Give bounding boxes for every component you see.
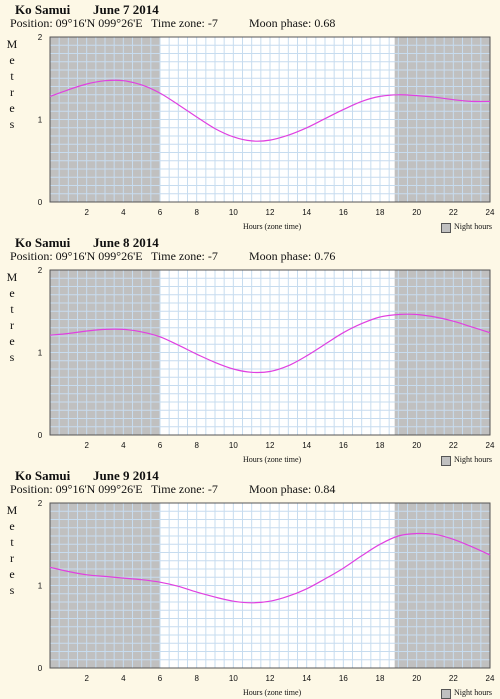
- x-tick-label: 24: [486, 441, 495, 450]
- moon-phase-label: Moon phase: 0.84: [249, 482, 336, 496]
- chart-subheading: Position: 09°16'N 099°26'E Time zone: -7…: [10, 249, 500, 265]
- place-name: Ko Samui: [15, 235, 71, 250]
- x-axis-title: Hours (zone time): [243, 688, 302, 697]
- position-label: Position: 09°16'N 099°26'E: [10, 482, 143, 496]
- tide-chart-day-1: Ko Samui June 7 2014 Position: 09°16'N 0…: [0, 0, 500, 233]
- timezone-label: Time zone: -7: [151, 482, 218, 496]
- y-tick-label: 1: [38, 116, 43, 125]
- x-tick-label: 24: [486, 208, 495, 217]
- moon-phase-label: Moon phase: 0.76: [249, 249, 336, 263]
- y-axis-title: M e t r e s: [6, 37, 18, 131]
- y-axis-title: M e t r e s: [6, 270, 18, 364]
- y-tick-label: 0: [38, 431, 43, 440]
- y-tick-label: 0: [38, 664, 43, 673]
- x-tick-label: 14: [302, 674, 311, 683]
- tide-height-curve: [49, 313, 491, 374]
- x-tick-label: 4: [121, 674, 126, 683]
- night-legend-label: Night hours: [454, 688, 492, 697]
- tide-chart-day-2: Ko Samui June 8 2014 Position: 09°16'N 0…: [0, 233, 500, 466]
- x-tick-label: 8: [194, 208, 199, 217]
- x-tick-label: 6: [158, 441, 163, 450]
- x-tick-label: 20: [412, 674, 421, 683]
- y-tick-label: 0: [38, 198, 43, 207]
- grid-lines: [49, 269, 491, 436]
- x-tick-label: 16: [339, 208, 348, 217]
- x-tick-label: 18: [376, 208, 385, 217]
- x-tick-label: 6: [158, 208, 163, 217]
- chart-heading: Ko Samui June 9 2014: [15, 468, 159, 484]
- x-tick-label: 2: [84, 674, 89, 683]
- x-tick-label: 14: [302, 208, 311, 217]
- y-axis-title: M e t r e s: [6, 503, 18, 597]
- plot-frame: [49, 502, 491, 669]
- x-tick-label: 22: [449, 208, 458, 217]
- x-tick-label: 12: [266, 674, 275, 683]
- x-tick-label: 18: [376, 441, 385, 450]
- plot-frame: [49, 269, 491, 436]
- y-tick-label: 1: [38, 349, 43, 358]
- x-tick-label: 10: [229, 208, 238, 217]
- place-name: Ko Samui: [15, 2, 71, 17]
- x-tick-label: 6: [158, 674, 163, 683]
- x-tick-label: 4: [121, 441, 126, 450]
- x-tick-label: 20: [412, 208, 421, 217]
- x-tick-label: 8: [194, 674, 199, 683]
- x-tick-label: 12: [266, 208, 275, 217]
- x-tick-label: 12: [266, 441, 275, 450]
- night-legend-label: Night hours: [454, 222, 492, 231]
- chart-date: June 9 2014: [93, 468, 159, 483]
- x-tick-label: 14: [302, 441, 311, 450]
- chart-subheading: Position: 09°16'N 099°26'E Time zone: -7…: [10, 482, 500, 498]
- x-tick-label: 22: [449, 674, 458, 683]
- y-tick-label: 2: [38, 33, 43, 42]
- x-axis-title: Hours (zone time): [243, 455, 302, 464]
- chart-heading: Ko Samui June 8 2014: [15, 235, 159, 251]
- y-tick-label: 1: [38, 582, 43, 591]
- timezone-label: Time zone: -7: [151, 16, 218, 30]
- x-tick-label: 2: [84, 441, 89, 450]
- tide-height-curve: [49, 79, 491, 142]
- x-tick-label: 2: [84, 208, 89, 217]
- timezone-label: Time zone: -7: [151, 249, 218, 263]
- tide-height-curve: [49, 532, 491, 604]
- position-label: Position: 09°16'N 099°26'E: [10, 249, 143, 263]
- x-tick-label: 18: [376, 674, 385, 683]
- x-tick-label: 22: [449, 441, 458, 450]
- plot-frame: [49, 36, 491, 203]
- x-axis-title: Hours (zone time): [243, 222, 302, 231]
- x-tick-label: 20: [412, 441, 421, 450]
- x-tick-label: 10: [229, 441, 238, 450]
- grid-lines: [49, 36, 491, 203]
- chart-date: June 8 2014: [93, 235, 159, 250]
- tide-chart-day-3: Ko Samui June 9 2014 Position: 09°16'N 0…: [0, 466, 500, 699]
- y-tick-label: 2: [38, 499, 43, 508]
- x-tick-label: 16: [339, 674, 348, 683]
- position-label: Position: 09°16'N 099°26'E: [10, 16, 143, 30]
- night-legend-swatch: [441, 223, 451, 233]
- x-tick-label: 24: [486, 674, 495, 683]
- night-legend-swatch: [441, 456, 451, 466]
- moon-phase-label: Moon phase: 0.68: [249, 16, 336, 30]
- chart-heading: Ko Samui June 7 2014: [15, 2, 159, 18]
- chart-subheading: Position: 09°16'N 099°26'E Time zone: -7…: [10, 16, 500, 32]
- grid-lines: [49, 502, 491, 669]
- night-legend-label: Night hours: [454, 455, 492, 464]
- x-tick-label: 16: [339, 441, 348, 450]
- x-tick-label: 10: [229, 674, 238, 683]
- chart-date: June 7 2014: [93, 2, 159, 17]
- x-tick-label: 4: [121, 208, 126, 217]
- place-name: Ko Samui: [15, 468, 71, 483]
- y-tick-label: 2: [38, 266, 43, 275]
- x-tick-label: 8: [194, 441, 199, 450]
